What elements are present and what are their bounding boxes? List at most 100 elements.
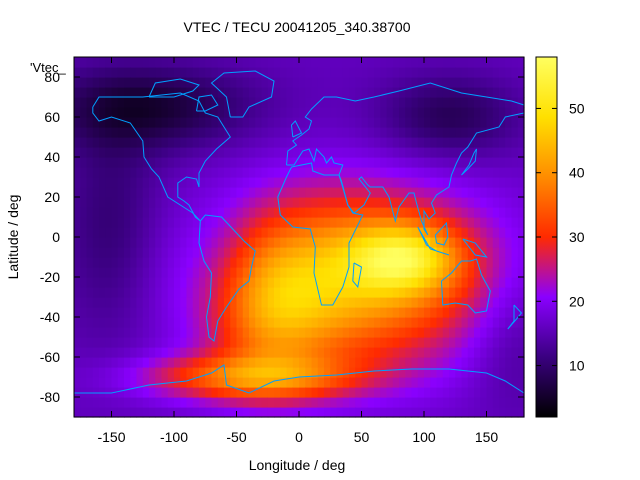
heatmap-cell <box>442 157 450 168</box>
heatmap-cell <box>330 207 338 218</box>
heatmap-cell <box>299 317 306 328</box>
heatmap-cell <box>236 107 244 118</box>
heatmap-cell <box>105 77 113 88</box>
heatmap-cell <box>330 407 338 418</box>
heatmap-cell <box>242 227 250 238</box>
heatmap-cell <box>205 227 213 238</box>
heatmap-cell <box>155 317 163 328</box>
heatmap-cell <box>480 357 488 368</box>
heatmap-cell <box>517 157 525 168</box>
heatmap-cell <box>261 307 269 318</box>
heatmap-cell <box>136 337 144 348</box>
heatmap-cell <box>486 247 494 258</box>
heatmap-cell <box>167 327 175 338</box>
heatmap-cell <box>124 197 131 208</box>
heatmap-cell <box>342 327 350 338</box>
heatmap-cell <box>467 107 475 118</box>
heatmap-cell <box>292 407 300 418</box>
heatmap-cell <box>424 367 431 378</box>
heatmap-cell <box>311 217 319 228</box>
heatmap-cell <box>449 197 456 208</box>
heatmap-cell <box>242 377 250 388</box>
heatmap-cell <box>449 307 456 318</box>
heatmap-cell <box>217 197 225 208</box>
heatmap-cell <box>161 287 169 298</box>
heatmap-cell <box>267 157 275 168</box>
heatmap-cell <box>299 127 306 138</box>
heatmap-cell <box>242 187 250 198</box>
heatmap-cell <box>136 97 144 108</box>
heatmap-cell <box>299 177 306 188</box>
heatmap-cell <box>142 147 150 158</box>
heatmap-cell <box>367 257 375 268</box>
heatmap-cell <box>517 107 525 118</box>
heatmap-cell <box>74 257 81 268</box>
heatmap-cell <box>180 347 188 358</box>
heatmap-cell <box>467 157 475 168</box>
heatmap-cell <box>380 127 388 138</box>
heatmap-cell <box>336 107 344 118</box>
heatmap-cell <box>367 397 375 408</box>
heatmap-cell <box>136 397 144 408</box>
heatmap-cell <box>105 327 113 338</box>
heatmap-cell <box>92 187 100 198</box>
heatmap-cell <box>130 377 138 388</box>
heatmap-cell <box>286 107 294 118</box>
heatmap-cell <box>249 67 256 78</box>
heatmap-cell <box>80 57 88 68</box>
heatmap-cell <box>230 387 238 398</box>
heatmap-cell <box>105 387 113 398</box>
heatmap-cell <box>174 147 181 158</box>
heatmap-cell <box>105 407 113 418</box>
heatmap-cell <box>486 67 494 78</box>
heatmap-cell <box>111 127 119 138</box>
heatmap-cell <box>317 257 325 268</box>
heatmap-cell <box>149 87 156 98</box>
heatmap-cell <box>517 127 525 138</box>
heatmap-cell <box>292 347 300 358</box>
heatmap-cell <box>186 397 194 408</box>
heatmap-cell <box>405 327 413 338</box>
heatmap-cell <box>436 407 444 418</box>
heatmap-cell <box>86 337 94 348</box>
heatmap-cell <box>211 127 219 138</box>
heatmap-cell <box>105 307 113 318</box>
heatmap-cell <box>486 77 494 88</box>
heatmap-cell <box>130 387 138 398</box>
heatmap-cell <box>330 337 338 348</box>
heatmap-cell <box>505 57 513 68</box>
heatmap-cell <box>111 257 119 268</box>
heatmap-cell <box>236 87 244 98</box>
heatmap-cell <box>436 337 444 348</box>
heatmap-cell <box>111 187 119 198</box>
heatmap-cell <box>499 137 506 148</box>
heatmap-cell <box>424 117 431 128</box>
heatmap-cell <box>336 227 344 238</box>
heatmap-cell <box>305 327 313 338</box>
heatmap-cell <box>392 277 400 288</box>
heatmap-cell <box>155 57 163 68</box>
heatmap-cell <box>392 187 400 198</box>
heatmap-cell <box>386 97 394 108</box>
heatmap-cell <box>211 307 219 318</box>
heatmap-cell <box>142 67 150 78</box>
heatmap-cell <box>399 97 406 108</box>
heatmap-cell <box>424 107 431 118</box>
heatmap-cell <box>492 147 500 158</box>
heatmap-cell <box>430 397 438 408</box>
heatmap-cell <box>242 297 250 308</box>
heatmap-cell <box>436 257 444 268</box>
heatmap-cell <box>449 177 456 188</box>
heatmap-cell <box>199 257 206 268</box>
heatmap-cell <box>417 117 425 128</box>
heatmap-cell <box>330 377 338 388</box>
heatmap-cell <box>117 167 125 178</box>
heatmap-cell <box>424 217 431 228</box>
heatmap-cell <box>192 267 200 278</box>
heatmap-cell <box>405 177 413 188</box>
heatmap-cell <box>186 97 194 108</box>
heatmap-cell <box>217 277 225 288</box>
heatmap-cell <box>142 377 150 388</box>
heatmap-cell <box>192 157 200 168</box>
heatmap-cell <box>105 237 113 248</box>
